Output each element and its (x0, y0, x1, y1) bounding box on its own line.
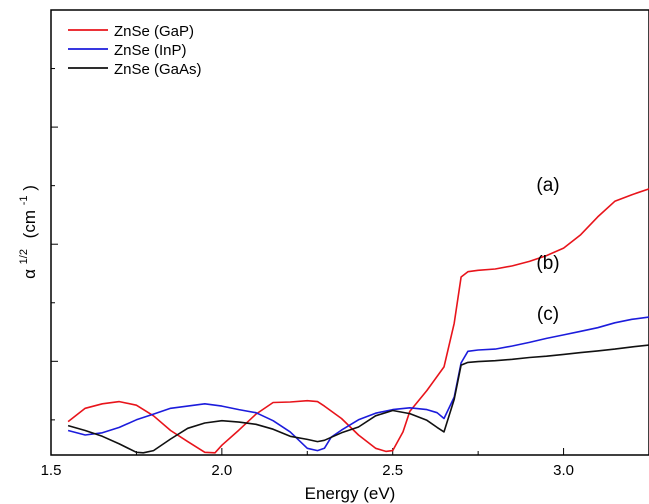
x-tick-label: 1.5 (41, 462, 62, 479)
series-line-2 (67, 316, 649, 452)
y-axis-ticks (51, 68, 58, 421)
axes: 1.5 2.0 2.5 3.0 (41, 9, 649, 479)
series-layer (67, 188, 649, 454)
legend: ZnSe (GaP) ZnSe (InP) ZnSe (GaAs) (68, 23, 202, 78)
y-axis-label-unit: (cm (20, 210, 39, 238)
x-tick-label: 3.0 (553, 462, 574, 479)
series-annotation: (b) (536, 253, 559, 274)
y-axis-label-sup: 1/2 (18, 249, 30, 264)
series-annotation: (c) (537, 304, 559, 325)
series-line-3 (67, 344, 649, 454)
series-annotation: (a) (536, 175, 559, 196)
x-axis-ticks: 1.5 2.0 2.5 3.0 (41, 448, 574, 479)
y-axis-label-base: α (20, 269, 39, 279)
legend-label: ZnSe (InP) (114, 42, 187, 59)
plot-frame (50, 9, 649, 456)
x-axis-label: Energy (eV) (305, 484, 396, 503)
series-line-1 (67, 188, 649, 454)
legend-label: ZnSe (GaAs) (114, 61, 202, 78)
y-axis-label-unit-sup: -1 (18, 195, 30, 205)
x-tick-label: 2.0 (211, 462, 232, 479)
y-axis-label: α 1/2 (cm -1 ) (12, 185, 39, 279)
x-tick-label: 2.5 (382, 462, 403, 479)
y-axis-label-close: ) (20, 185, 39, 191)
series-annotations: (a) (b) (c) (536, 175, 559, 325)
legend-label: ZnSe (GaP) (114, 23, 194, 40)
